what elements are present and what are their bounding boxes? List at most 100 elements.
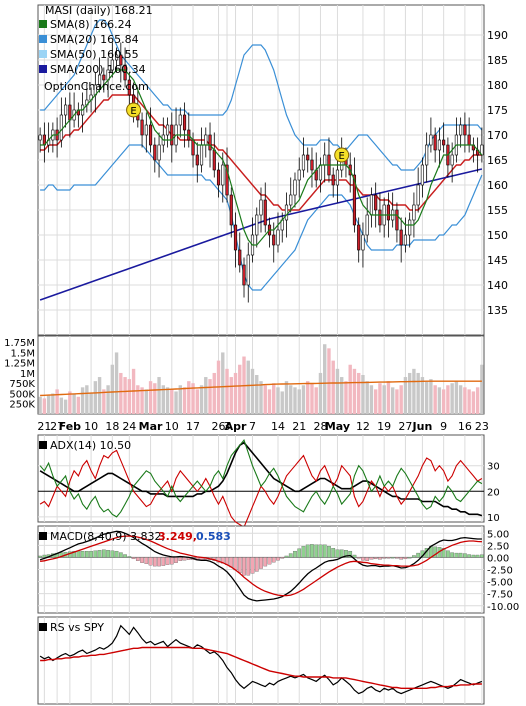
volume-bar: [403, 377, 408, 414]
adx-tick-label: 20: [487, 487, 500, 498]
volume-bar: [221, 352, 225, 414]
macd-histogram-bar: [97, 550, 102, 558]
volume-tick-label: 1.75M: [4, 338, 35, 349]
volume-bar: [199, 385, 204, 414]
earnings-marker: [126, 102, 142, 118]
macd-histogram-bar: [458, 552, 463, 558]
volume-bar: [471, 391, 476, 414]
price-tick-label: 150: [487, 229, 508, 242]
volume-bar: [378, 383, 382, 414]
macd-histogram-bar: [80, 550, 85, 558]
candle-body: [170, 124, 174, 146]
macd-histogram-bar: [250, 557, 255, 574]
adx-tick-label: 30: [487, 462, 500, 473]
bollinger-lower-line: [40, 144, 483, 291]
macd-histogram-bar: [169, 557, 174, 565]
macd-histogram-bar: [441, 548, 446, 558]
volume-bar: [144, 389, 149, 414]
macd-histogram-bar: [407, 557, 412, 559]
macd-histogram-bar: [131, 557, 136, 560]
macd-histogram-bar: [114, 550, 119, 558]
volume-bar: [301, 385, 306, 414]
macd-histogram-bar: [229, 557, 234, 568]
volume-bar: [233, 372, 238, 414]
macd-legend-swatch: [39, 532, 47, 540]
date-tick-label: 9: [440, 420, 447, 433]
macd-histogram-bar: [127, 556, 132, 558]
candle-body: [140, 119, 144, 136]
candle-body: [395, 209, 399, 231]
candle-body: [459, 124, 463, 136]
bollinger-upper-line: [40, 19, 483, 171]
macd-histogram-bar: [310, 544, 314, 558]
volume-bar: [386, 381, 391, 414]
candle-body: [323, 154, 327, 166]
volume-bar: [293, 387, 297, 414]
volume-bar: [276, 387, 280, 414]
volume-bar: [114, 352, 119, 414]
date-tick-label: 12: [356, 420, 370, 433]
volume-bar: [255, 375, 259, 414]
candle-body: [64, 104, 68, 116]
volume-bar: [174, 391, 178, 414]
macd-signal-label: 3.249,: [158, 530, 197, 543]
volume-bar: [157, 377, 161, 414]
macd-histogram-bar: [331, 548, 336, 558]
candle-body: [399, 229, 403, 246]
volume-bar: [229, 377, 233, 414]
macd-histogram-bar: [463, 553, 467, 558]
price-tick-label: 155: [487, 204, 508, 217]
volume-bar: [106, 385, 110, 414]
volume-bar: [63, 399, 68, 414]
macd-histogram-bar: [390, 557, 395, 559]
volume-bar: [72, 394, 76, 414]
candle-body: [318, 164, 323, 181]
legend-label: SMA(20) 165.84: [50, 33, 139, 46]
macd-histogram-bar: [365, 557, 370, 561]
macd-histogram-bar: [403, 557, 408, 560]
macd-histogram-bar: [335, 549, 340, 558]
macd-tick-label: -7.50: [487, 590, 513, 601]
rs-panel: [37, 616, 485, 705]
candle-body: [221, 164, 225, 186]
macd-histogram-bar: [182, 557, 187, 561]
volume-bar: [416, 372, 420, 414]
volume-bar: [110, 364, 115, 414]
macd-histogram-bar: [412, 555, 416, 558]
candle-body: [365, 214, 369, 236]
macd-histogram-bar: [339, 549, 344, 558]
price-tick-label: 190: [487, 29, 508, 42]
candle-body: [386, 204, 391, 221]
volume-bar: [204, 377, 208, 414]
candle-body: [272, 234, 276, 246]
volume-bar: [433, 385, 437, 414]
volume-tick-label: 1.5M: [10, 348, 35, 359]
volume-bar: [480, 364, 484, 414]
candle-body: [123, 64, 127, 81]
volume-bar: [140, 387, 144, 414]
volume-bar: [259, 381, 263, 414]
volume-bar: [310, 383, 314, 414]
volume-bar: [348, 364, 352, 414]
macd-histogram-bar: [276, 557, 280, 561]
volume-bar: [161, 385, 166, 414]
volume-bar: [178, 385, 182, 414]
date-tick-label: Apr: [225, 420, 247, 433]
volume-tick-label: 1M: [20, 369, 35, 380]
macd-histogram-bar: [314, 544, 319, 558]
candle-body: [255, 214, 259, 236]
legend-swatch: [39, 65, 47, 73]
candle-body: [199, 144, 204, 166]
volume-bar: [356, 372, 361, 414]
volume-bar: [208, 379, 212, 414]
legend-label: SMA(8) 166.24: [50, 18, 132, 31]
volume-bar: [89, 392, 93, 414]
volume-bar: [263, 385, 267, 414]
volume-bar: [289, 385, 293, 414]
candle-body: [68, 104, 72, 121]
volume-bar: [97, 377, 102, 414]
macd-histogram-bar: [305, 544, 310, 558]
candle-body: [153, 144, 157, 161]
volume-bar: [361, 375, 365, 414]
